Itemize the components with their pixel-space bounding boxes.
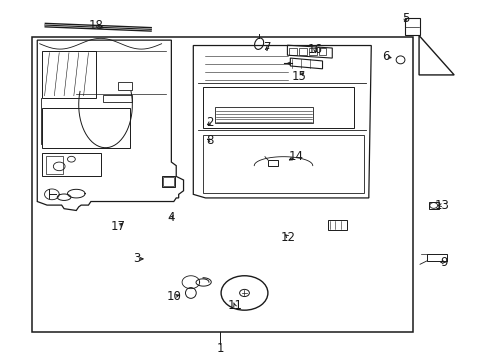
Bar [427, 253, 446, 261]
Text: 5: 5 [401, 12, 408, 25]
Text: 8: 8 [206, 134, 214, 147]
Bar [267, 160, 277, 166]
Bar [45, 156, 62, 174]
Text: 17: 17 [110, 220, 125, 233]
Text: 9: 9 [440, 256, 447, 269]
Text: 10: 10 [166, 290, 181, 303]
Bar [289, 48, 297, 55]
Bar [203, 87, 353, 128]
Bar [328, 220, 346, 230]
Bar [161, 176, 175, 187]
Bar [203, 135, 363, 193]
Text: 12: 12 [280, 231, 295, 244]
Bar [299, 48, 306, 55]
Bar [405, 18, 419, 35]
Bar [42, 153, 101, 176]
Text: 7: 7 [264, 41, 271, 54]
Text: 18: 18 [88, 19, 103, 32]
Text: 14: 14 [287, 150, 303, 163]
Text: 6: 6 [382, 50, 389, 63]
Bar [42, 51, 96, 98]
Bar [32, 37, 412, 332]
Text: 2: 2 [206, 116, 214, 129]
Text: 4: 4 [167, 211, 175, 224]
Bar [318, 48, 326, 55]
Bar [428, 202, 438, 210]
Bar [163, 177, 173, 186]
Bar [308, 48, 316, 55]
Text: 16: 16 [307, 42, 322, 55]
Text: 11: 11 [227, 299, 242, 312]
Bar [118, 82, 132, 90]
Text: 1: 1 [216, 342, 224, 355]
Bar [42, 108, 130, 148]
Bar [215, 107, 312, 123]
Text: 15: 15 [291, 69, 306, 82]
Text: 13: 13 [434, 199, 448, 212]
Bar [103, 95, 132, 102]
Text: 3: 3 [133, 252, 141, 265]
